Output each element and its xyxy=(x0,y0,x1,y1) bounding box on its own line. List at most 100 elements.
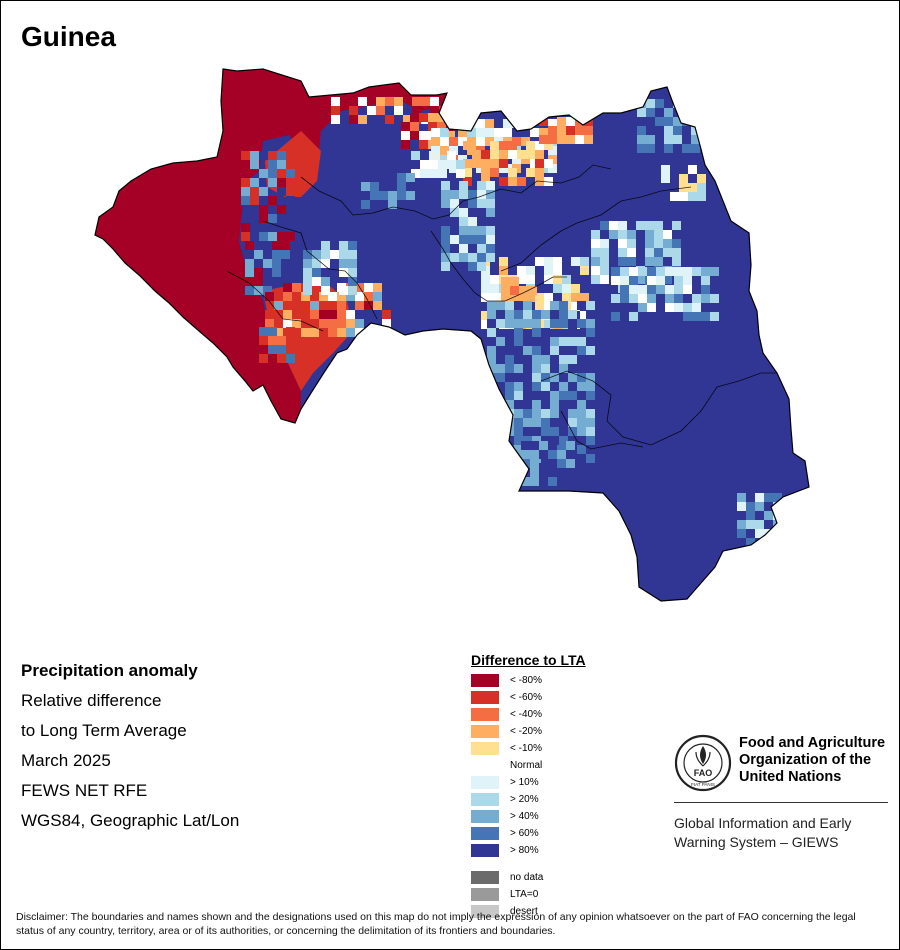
anomaly-cell xyxy=(530,468,539,477)
anomaly-cell xyxy=(692,294,701,303)
anomaly-cell xyxy=(535,141,544,150)
anomaly-cell xyxy=(674,276,683,285)
anomaly-cell xyxy=(382,319,391,328)
anomaly-cell xyxy=(487,364,496,373)
anomaly-cell xyxy=(541,328,550,337)
anomaly-cell xyxy=(548,126,557,135)
anomaly-cell xyxy=(496,301,505,310)
anomaly-cell xyxy=(600,275,609,284)
anomaly-cell xyxy=(528,286,537,295)
anomaly-cell xyxy=(496,418,505,427)
anomaly-cell xyxy=(532,328,541,337)
anomaly-cell xyxy=(283,283,292,292)
anomaly-cell xyxy=(286,232,295,241)
region-boundary-center xyxy=(430,230,567,302)
anomaly-cell xyxy=(544,293,553,302)
anomaly-cell xyxy=(277,160,286,169)
anomaly-cell xyxy=(548,119,557,128)
anomaly-cell xyxy=(419,140,428,149)
anomaly-cell xyxy=(672,248,681,257)
anomaly-cell xyxy=(553,275,562,284)
anomaly-cell xyxy=(577,355,586,364)
anomaly-cell xyxy=(663,230,672,239)
anomaly-cell xyxy=(339,286,348,295)
anomaly-cell xyxy=(571,302,580,311)
anomaly-cell xyxy=(577,319,586,328)
anomaly-cell xyxy=(283,292,292,301)
anomaly-cell xyxy=(472,150,481,159)
anomaly-cell xyxy=(429,169,438,178)
anomaly-cell xyxy=(431,146,440,155)
anomaly-cell xyxy=(421,97,430,106)
anomaly-cell xyxy=(586,373,595,382)
anomaly-cell xyxy=(490,275,499,284)
anomaly-cell xyxy=(532,436,541,445)
anomaly-cell xyxy=(250,187,259,196)
anomaly-cell xyxy=(535,293,544,302)
anomaly-cell xyxy=(286,345,295,354)
anomaly-cell xyxy=(477,190,486,199)
anomaly-cell xyxy=(586,454,595,463)
anomaly-cell xyxy=(411,151,420,160)
anomaly-cell xyxy=(701,294,710,303)
anomaly-cell xyxy=(450,208,459,217)
anomaly-cell xyxy=(428,113,437,122)
anomaly-cell xyxy=(764,511,773,520)
anomaly-cell xyxy=(521,137,530,146)
anomaly-cell xyxy=(683,267,692,276)
anomaly-cell xyxy=(517,150,526,159)
anomaly-cell xyxy=(568,418,577,427)
anomaly-cell xyxy=(559,364,568,373)
anomaly-cell xyxy=(559,400,568,409)
anomaly-cell xyxy=(441,226,450,235)
anomaly-cell xyxy=(348,250,357,259)
anomaly-cell xyxy=(591,266,600,275)
anomaly-cell xyxy=(535,159,544,168)
anomaly-cell xyxy=(348,286,357,295)
anomaly-cell xyxy=(438,160,447,169)
anomaly-cell xyxy=(544,257,553,266)
anomaly-cell xyxy=(310,310,319,319)
anomaly-cell xyxy=(510,295,519,304)
anomaly-cell xyxy=(328,292,337,301)
anomaly-cell xyxy=(541,364,550,373)
anomaly-cell xyxy=(397,191,406,200)
anomaly-cell xyxy=(627,230,636,239)
anomaly-cell xyxy=(385,97,394,106)
anomaly-cell xyxy=(544,302,553,311)
anomaly-cell xyxy=(505,319,514,328)
anomaly-cell xyxy=(420,160,429,169)
anomaly-cell xyxy=(458,155,467,164)
anomaly-cell xyxy=(559,310,568,319)
anomaly-cell xyxy=(550,337,559,346)
anomaly-cell xyxy=(580,293,589,302)
anomaly-cell xyxy=(303,268,312,277)
anomaly-cell xyxy=(481,320,490,329)
legend-label: > 60% xyxy=(510,827,539,839)
anomaly-cell xyxy=(755,493,764,502)
giews-name: Global Information and Early Warning Sys… xyxy=(674,814,851,852)
anomaly-cell xyxy=(447,160,456,169)
anomaly-cell xyxy=(701,312,710,321)
anomaly-cell xyxy=(664,135,673,144)
anomaly-cell xyxy=(277,232,286,241)
anomaly-cell xyxy=(539,468,548,477)
anomaly-cell xyxy=(268,232,277,241)
anomaly-cell xyxy=(521,441,530,450)
anomaly-cell xyxy=(481,284,490,293)
anomaly-cell xyxy=(303,250,312,259)
anomaly-cell xyxy=(487,454,496,463)
anomaly-cell xyxy=(487,436,496,445)
anomaly-cell xyxy=(663,239,672,248)
anomaly-cell xyxy=(303,259,312,268)
anomaly-cell xyxy=(577,346,586,355)
anomaly-cell xyxy=(541,355,550,364)
anomaly-cell xyxy=(254,259,263,268)
anomaly-cell xyxy=(459,217,468,226)
anomaly-cell xyxy=(682,126,691,135)
anomaly-cell xyxy=(450,235,459,244)
anomaly-cell xyxy=(496,373,505,382)
anomaly-cell xyxy=(697,183,706,192)
anomaly-cell xyxy=(577,373,586,382)
anomaly-cell xyxy=(571,293,580,302)
